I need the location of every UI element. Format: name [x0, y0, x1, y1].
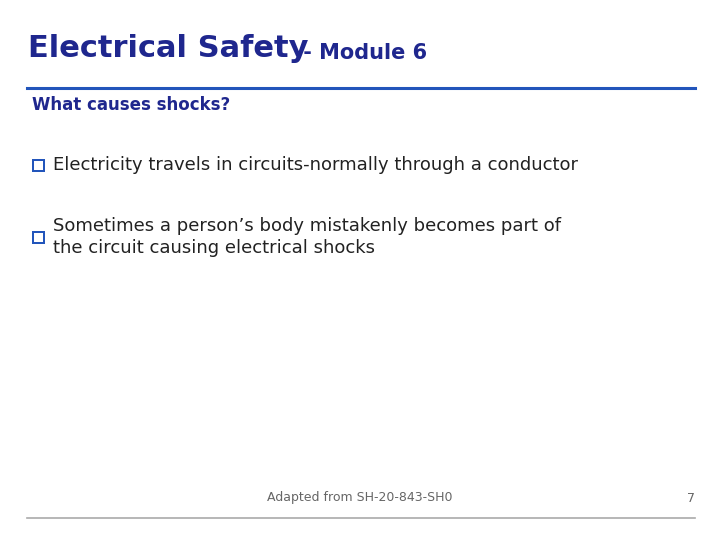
- Text: What causes shocks?: What causes shocks?: [32, 96, 230, 114]
- Bar: [32, 231, 45, 244]
- Bar: [34, 160, 43, 170]
- Text: Electrical Safety: Electrical Safety: [28, 34, 308, 63]
- Text: - Module 6: - Module 6: [296, 43, 427, 63]
- Text: Adapted from SH-20-843-SH0: Adapted from SH-20-843-SH0: [267, 491, 453, 504]
- Text: Electricity travels in circuits-normally through a conductor: Electricity travels in circuits-normally…: [53, 156, 578, 174]
- Text: Sometimes a person’s body mistakenly becomes part of: Sometimes a person’s body mistakenly bec…: [53, 217, 561, 235]
- Bar: [34, 233, 43, 241]
- Bar: [32, 159, 45, 172]
- Text: the circuit causing electrical shocks: the circuit causing electrical shocks: [53, 239, 375, 257]
- Text: 7: 7: [687, 491, 695, 504]
